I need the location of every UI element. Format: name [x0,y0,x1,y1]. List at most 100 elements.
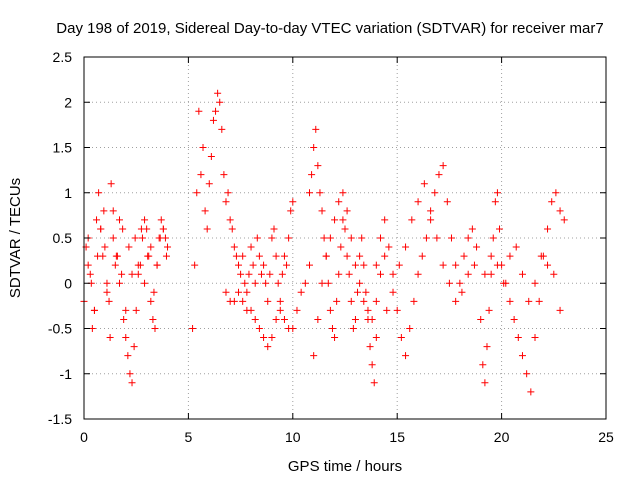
data-point [230,243,238,251]
x-tick-label: 25 [598,429,614,445]
data-point [523,370,531,378]
data-point [473,243,481,251]
data-point [260,334,268,342]
data-point [372,297,380,305]
data-point [318,207,326,215]
data-point [312,125,320,133]
data-point [199,144,207,151]
data-point [220,171,228,179]
data-point [107,180,115,188]
data-point [347,234,355,242]
data-point [479,361,487,369]
data-point [255,325,263,332]
data-point [222,198,230,206]
data-point [335,198,343,206]
data-point [493,261,501,269]
data-point [301,279,309,287]
data-point [128,379,136,387]
data-point [354,288,362,296]
data-point [97,225,105,233]
y-tick-label: 1.5 [53,140,73,156]
x-tick-label: 15 [389,429,405,445]
data-point [141,279,149,287]
data-point [257,270,265,278]
data-point [270,225,278,233]
data-point [100,207,108,215]
data-point [191,261,199,269]
data-point [115,216,123,224]
y-tick-label: -1.5 [48,411,72,427]
x-tick-label: 10 [285,429,301,445]
data-point [164,243,172,251]
data-point [397,334,405,342]
data-point [481,270,489,278]
data-point [289,198,297,206]
data-point [308,171,316,179]
data-point [314,315,322,323]
data-point [556,207,564,215]
data-point [106,334,114,342]
data-point [216,98,224,106]
data-point [452,297,460,305]
data-point [560,216,568,224]
data-point [239,252,247,260]
data-point [356,279,364,287]
data-point [228,225,236,233]
data-point [103,279,111,287]
data-point [395,261,403,269]
data-point [518,352,526,360]
data-point [122,306,130,314]
data-point [90,306,98,314]
data-point [483,343,491,351]
data-point [94,252,102,260]
data-point [149,315,157,323]
data-point [331,216,339,224]
y-tick-label: -0.5 [48,321,72,337]
data-point [364,306,372,314]
data-point [120,315,128,323]
data-point [126,370,134,378]
data-point [88,325,96,332]
data-point [389,270,397,278]
data-point [280,315,288,323]
data-point [356,252,364,260]
data-point [266,270,274,278]
data-point [506,252,514,260]
data-point [214,89,222,97]
data-point [544,225,552,233]
data-point [544,261,552,269]
data-point [548,198,556,206]
data-point [203,225,211,233]
data-point [255,252,263,260]
data-point [362,288,370,296]
data-point [414,270,422,278]
chart-title: Day 198 of 2019, Sidereal Day-to-day VTE… [56,20,603,37]
data-point [518,270,526,278]
data-point [493,189,501,197]
x-tick-label: 5 [185,429,193,445]
data-point [460,252,468,260]
data-point [306,261,314,269]
data-point [132,306,140,314]
data-point [439,162,447,170]
data-point [360,297,368,305]
data-point [289,325,297,332]
data-point [272,252,280,260]
data-point [406,325,414,332]
data-point [260,261,268,269]
data-point [343,207,351,215]
data-point [226,216,234,224]
data-point [468,225,476,233]
data-series [80,89,568,396]
data-point [125,243,133,251]
data-point [232,252,240,260]
data-point [93,216,101,224]
data-point [447,234,455,242]
data-point [506,297,514,305]
data-point [111,261,119,269]
data-point [141,216,149,224]
data-point [525,297,533,305]
data-point [324,279,332,287]
data-point [241,279,249,287]
